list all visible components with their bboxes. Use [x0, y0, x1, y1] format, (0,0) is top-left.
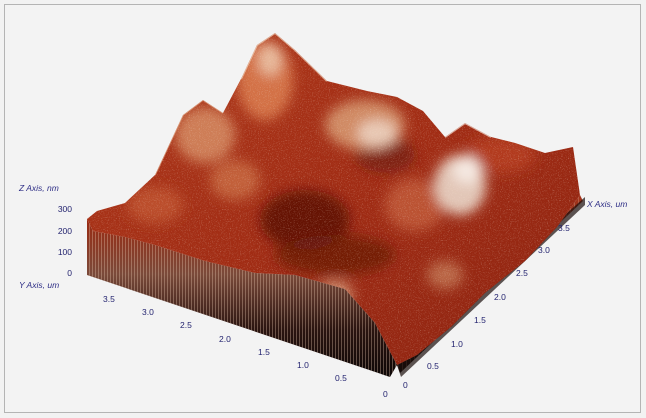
x-tick-label: 3.0: [538, 245, 550, 255]
x-tick-label: 2.5: [516, 268, 528, 278]
x-tick-label: 0: [403, 380, 408, 390]
z-axis-label: Z Axis, nm: [18, 183, 59, 193]
y-tick-label: 0: [383, 389, 388, 399]
y-tick-label: 1.0: [297, 360, 309, 370]
x-tick-label: 1.0: [451, 339, 463, 349]
z-tick-label: 0: [67, 268, 72, 278]
z-tick-label: 200: [58, 226, 72, 236]
x-tick-label: 1.5: [474, 315, 486, 325]
z-tick-label: 300: [58, 204, 72, 214]
x-tick-label: 3.5: [558, 223, 570, 233]
y-tick-label: 1.5: [258, 347, 270, 357]
y-tick-label: 2.5: [180, 320, 192, 330]
figure-frame: Z Axis, nm 0 100 200 300 Y Axis, um 0 0.…: [4, 4, 641, 413]
y-axis-label: Y Axis, um: [19, 280, 59, 290]
y-tick-label: 0.5: [335, 373, 347, 383]
z-tick-label: 100: [58, 247, 72, 257]
y-tick-label: 3.5: [103, 294, 115, 304]
surface-wall-left-stripes: [87, 219, 397, 377]
y-tick-label: 3.0: [142, 307, 154, 317]
x-tick-label: 2.0: [494, 292, 506, 302]
x-axis-label: X Axis, um: [586, 199, 627, 209]
x-tick-label: 0.5: [427, 361, 439, 371]
y-tick-label: 2.0: [219, 334, 231, 344]
afm-3d-surface: Z Axis, nm 0 100 200 300 Y Axis, um 0 0.…: [18, 33, 627, 399]
